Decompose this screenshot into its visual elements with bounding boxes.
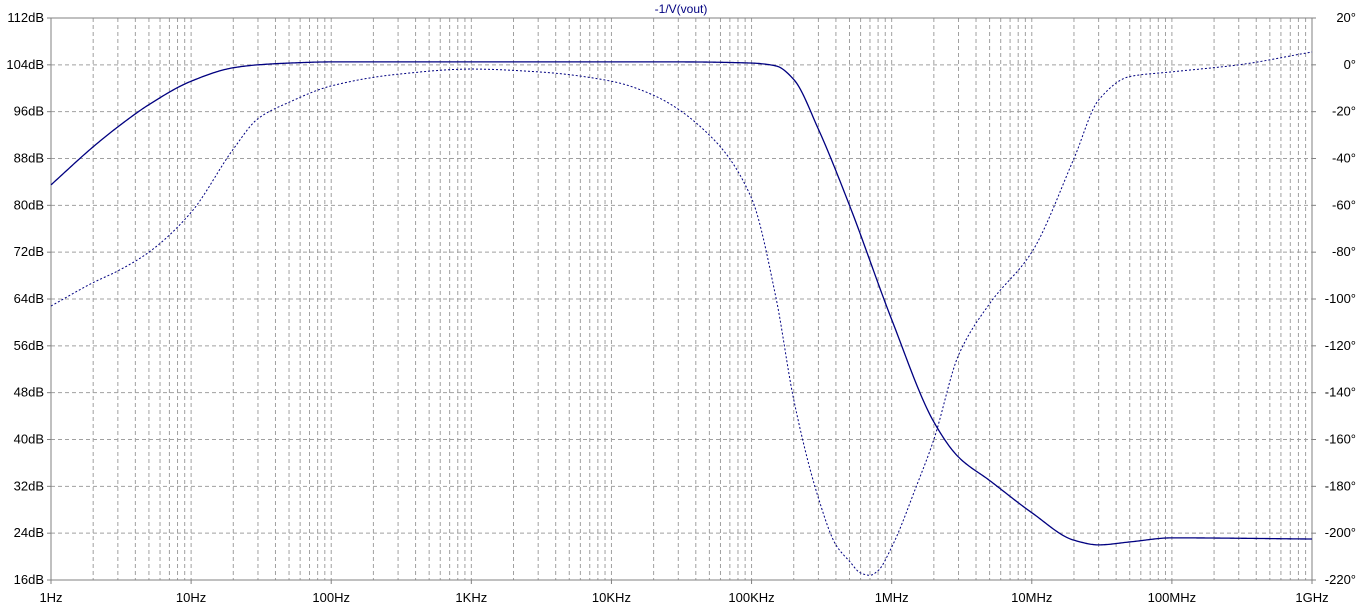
x-tick-label: 1GHz [1295, 590, 1328, 605]
y-left-tick-label: 48dB [14, 385, 44, 400]
y-left-tick-label: 56dB [14, 338, 44, 353]
x-tick-label: 1Hz [39, 590, 62, 605]
y-right-tick-label: -120° [1325, 338, 1356, 353]
x-tick-label: 100MHz [1148, 590, 1196, 605]
y-right-tick-label: -40° [1332, 151, 1356, 166]
y-left-tick-label: 32dB [14, 478, 44, 493]
y-right-tick-label: 0° [1344, 57, 1356, 72]
y-right-tick-label: -80° [1332, 244, 1356, 259]
phase-trace [50, 51, 1313, 576]
chart-title: -1/V(vout) [655, 2, 708, 16]
y-right-tick-label: -20° [1332, 104, 1356, 119]
x-tick-label: 10KHz [592, 590, 631, 605]
series-layer [50, 51, 1313, 576]
y-left-tick-label: 80dB [14, 197, 44, 212]
y-left-tick-label: 16dB [14, 572, 44, 587]
y-left-tick-label: 112dB [7, 10, 44, 25]
y-right-tick-label: -140° [1325, 385, 1356, 400]
y-left-tick-label: 96dB [14, 104, 44, 119]
y-right-tick-label: -200° [1325, 525, 1356, 540]
y-left-tick-label: 64dB [14, 291, 44, 306]
y-left-tick-label: 24dB [14, 525, 44, 540]
y-right-tick-label: -60° [1332, 197, 1356, 212]
x-tick-label: 1KHz [455, 590, 487, 605]
y-left-tick-label: 72dB [14, 244, 44, 259]
y-left-tick-label: 104dB [6, 57, 44, 72]
x-tick-label: 10Hz [176, 590, 206, 605]
x-tick-label: 10MHz [1011, 590, 1052, 605]
x-tick-label: 100KHz [728, 590, 774, 605]
y-right-tick-label: 20° [1336, 10, 1356, 25]
y-left-tick-label: 40dB [14, 432, 44, 447]
x-tick-label: 1MHz [875, 590, 909, 605]
y-right-tick-label: -180° [1325, 478, 1356, 493]
x-tick-label: 100Hz [312, 590, 350, 605]
y-left-tick-label: 88dB [14, 151, 44, 166]
y-right-tick-label: -100° [1325, 291, 1356, 306]
axis-layer: 1Hz 10Hz 100Hz 1KHz 10KHz 100KHz 1MHz 10MHz 100M… [6, 10, 1356, 605]
grid-layer [51, 18, 1312, 580]
y-right-tick-label: -160° [1325, 432, 1356, 447]
magnitude-trace [50, 61, 1313, 546]
y-right-tick-label: -220° [1325, 572, 1356, 587]
